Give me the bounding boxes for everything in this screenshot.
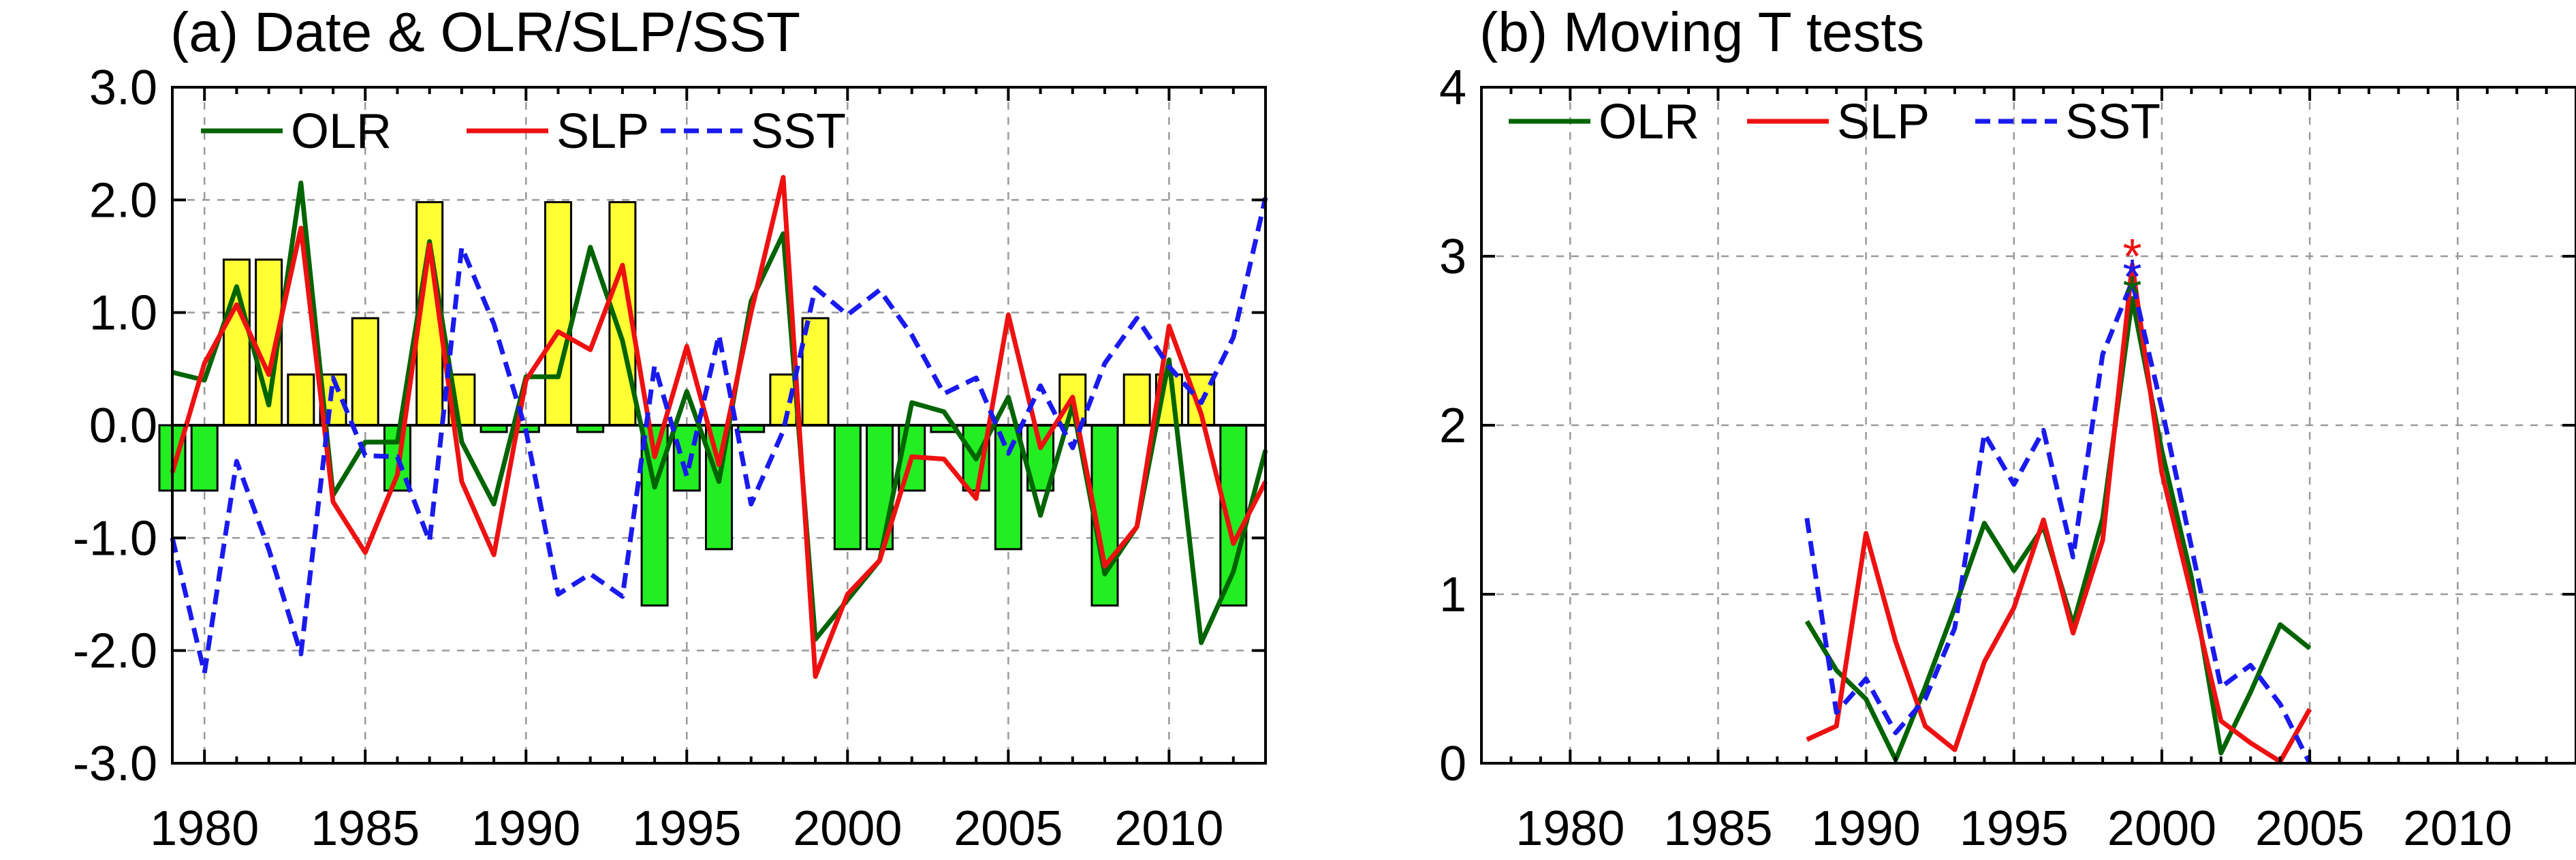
y-tick-label: 0.0 [89,399,157,453]
x-tick-label: 2000 [2107,801,2216,856]
x-tick-label: 2010 [1114,801,1223,856]
panel-b: *** 0 1 2 3 4 1980 1985 1990 1995 2000 2005 2010 (b) … [1439,1,2576,856]
legend-label-olr: OLR [291,104,392,159]
y-tick-label: 0 [1439,737,1466,791]
legend-label-sst: SST [2065,95,2161,149]
chart-title: (a) Date & OLR/SLP/SST [170,1,800,63]
x-tick-label: 2000 [793,801,902,856]
x-tick-label: 2010 [2403,801,2512,856]
series-line-slp [170,174,1268,679]
marker-sst: * [2122,250,2141,305]
x-tick-label: 1980 [1515,801,1624,856]
y-tick-label: 3 [1439,230,1466,284]
bar [544,201,572,427]
x-tick-label: 1985 [311,801,420,856]
legend-label-sst: SST [751,104,846,159]
bar [351,317,379,427]
series-line-olr [1804,296,2312,763]
chart-title: (b) Moving T tests [1479,1,1924,63]
legend-label-olr: OLR [1599,95,1699,149]
x-tick-label: 1995 [1960,801,2069,856]
series-line-sst [170,197,1268,676]
y-tick-label: 4 [1439,61,1466,115]
y-tick-label: 1.0 [89,286,157,341]
y-tick-label: -1.0 [73,511,157,566]
x-tick-label: 1980 [150,801,259,856]
x-tick-label: 1990 [471,801,580,856]
legend-label-slp: SLP [556,104,649,159]
series-line-sst [1804,279,2312,765]
y-tick-label: 2.0 [89,173,157,228]
panel-a: -3.0 -2.0 -1.0 0.0 1.0 2.0 3.0 1980 1985 1990 1995… [73,1,1268,856]
legend-label-slp: SLP [1837,95,1930,149]
bar [287,373,315,427]
y-tick-label: 2 [1439,399,1466,453]
x-tick-label: 1990 [1812,801,1921,856]
y-tick-label: 1 [1439,568,1466,622]
y-tick-label: -2.0 [73,624,157,679]
bar [190,424,219,492]
bar [833,424,862,551]
x-tick-label: 1995 [632,801,741,856]
marker-olr: * [2122,267,2141,322]
marker-slp: * [2122,230,2141,284]
y-tick-label: 3.0 [89,61,157,115]
y-tick-label: -3.0 [73,737,157,791]
x-tick-label: 2005 [954,801,1063,856]
x-tick-label: 1985 [1663,801,1772,856]
series-line-slp [1806,262,2312,764]
x-tick-label: 2005 [2255,801,2364,856]
bar [994,424,1022,551]
bar [1122,373,1151,427]
